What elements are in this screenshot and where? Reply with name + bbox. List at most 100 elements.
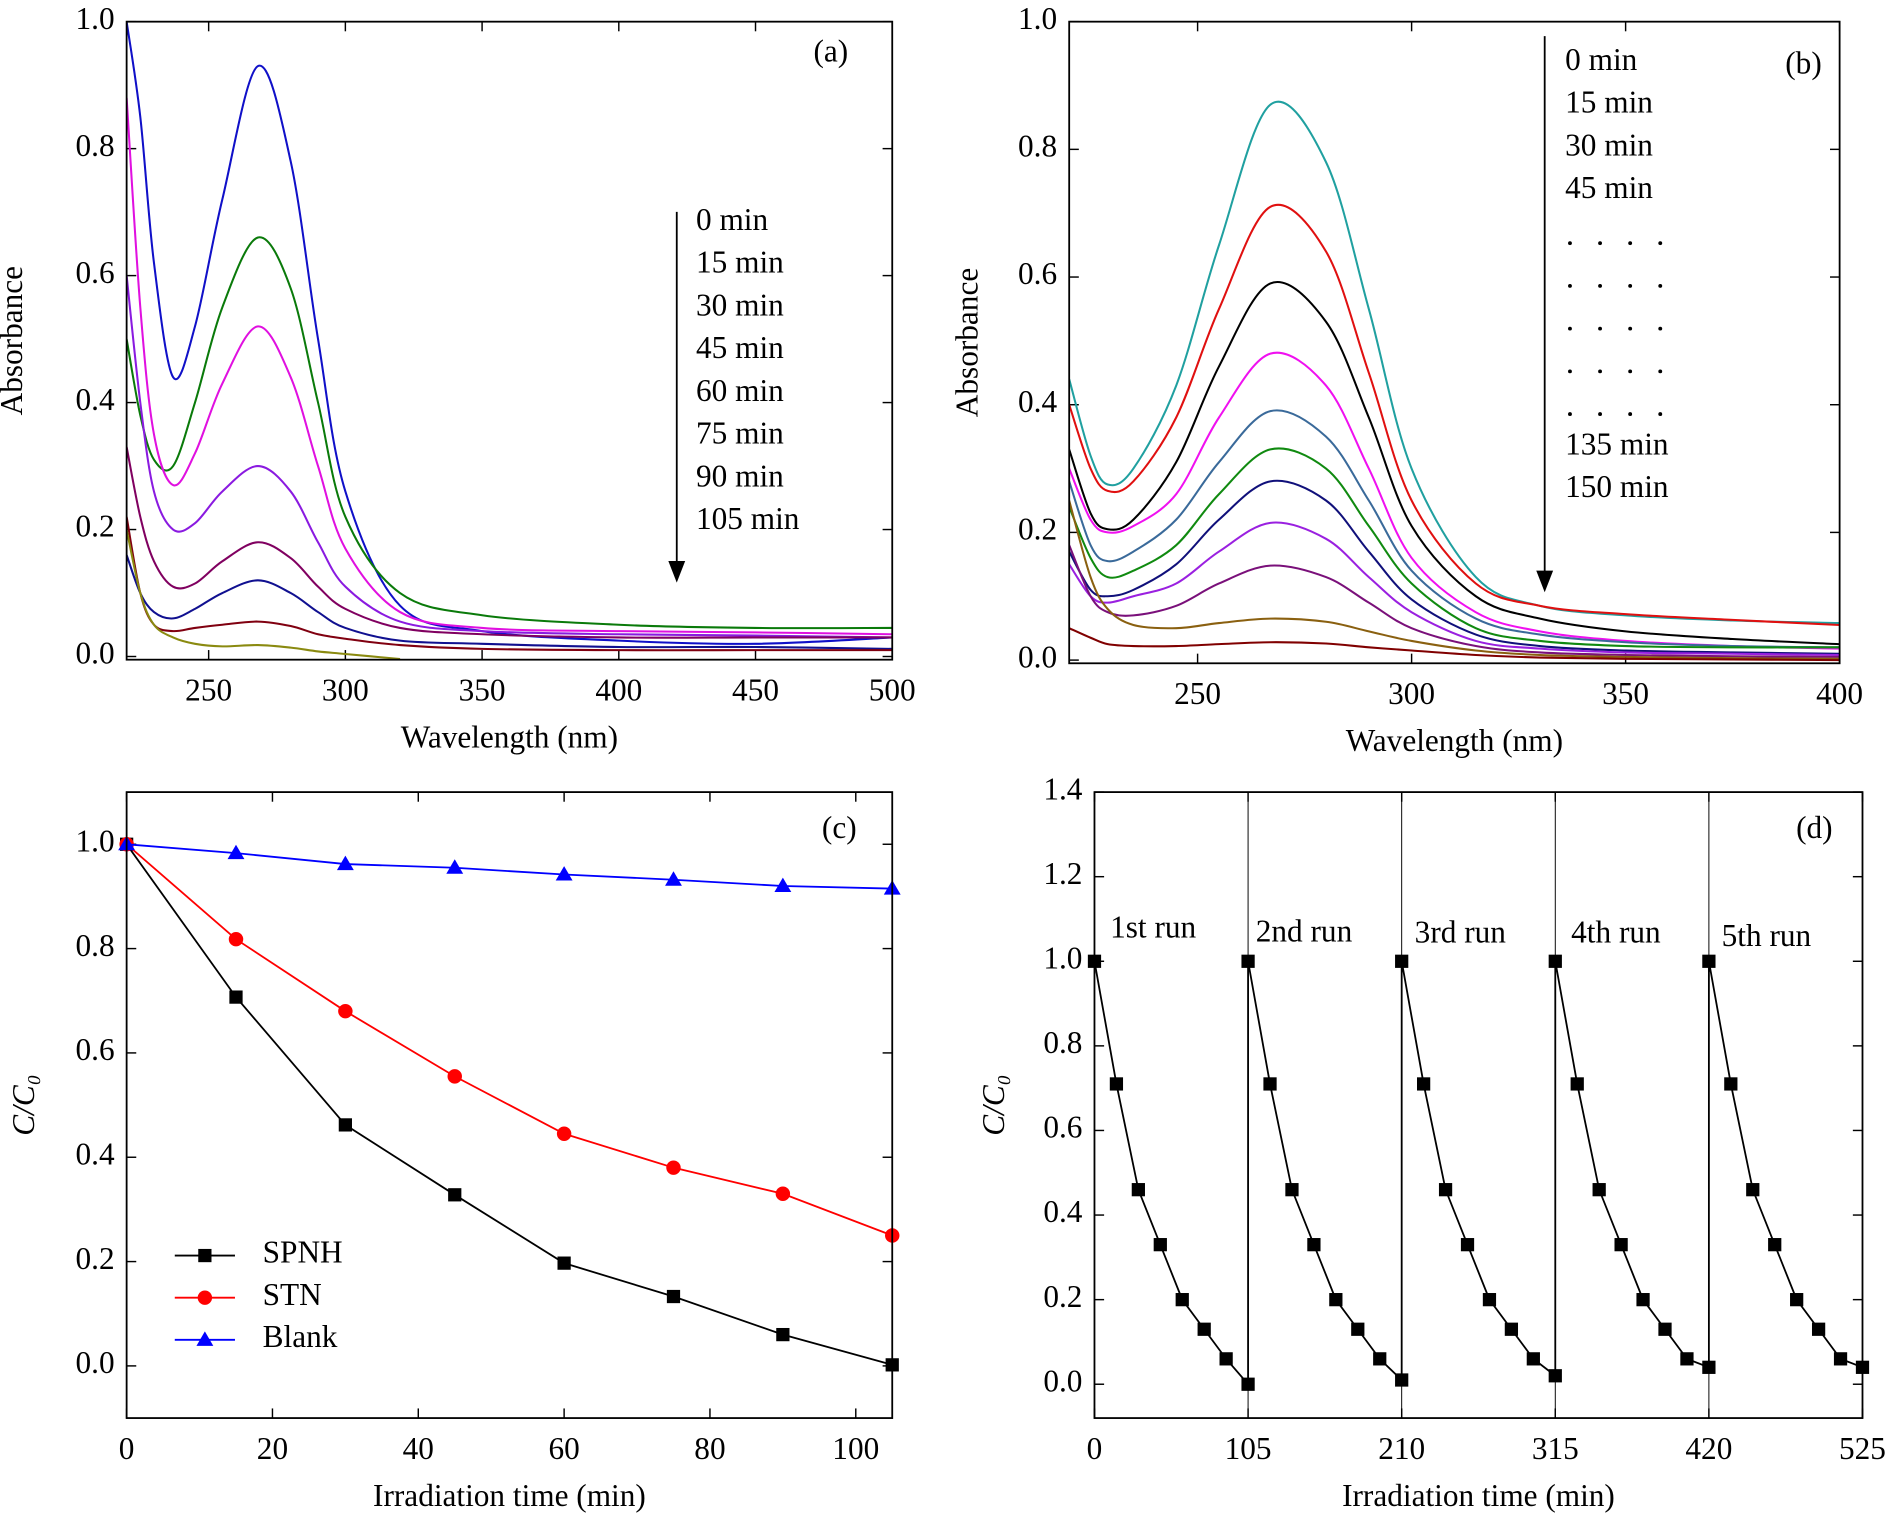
annotation: 1st run: [1110, 910, 1196, 945]
marker: [1153, 1238, 1167, 1252]
plot-frame: [125, 791, 894, 1419]
marker: [1680, 1352, 1694, 1366]
marker: [338, 1118, 352, 1132]
y-tick-label: 1.0: [1018, 1, 1057, 36]
legend-arrow-head: [668, 560, 686, 583]
series-line: [1069, 100, 1840, 625]
legend-label: 75 min: [696, 416, 784, 451]
x-tick-label: 300: [1388, 676, 1435, 711]
marker: [1351, 1322, 1365, 1336]
marker: [1395, 1373, 1409, 1387]
series-line: [1069, 479, 1840, 655]
series-line: [126, 529, 401, 660]
marker: [1175, 1293, 1189, 1307]
marker: [666, 1160, 681, 1175]
panel-label: (c): [822, 810, 857, 845]
legend-dot: [1628, 369, 1633, 374]
x-tick-label: 100: [832, 1431, 879, 1466]
legend-dot: [1658, 326, 1663, 331]
legend-label: 60 min: [696, 373, 784, 408]
series-line: [126, 843, 893, 890]
y-axis-label: C/C₀: [6, 1074, 41, 1135]
x-axis-label: Irradiation time (min): [1342, 1478, 1615, 1513]
marker: [197, 1290, 213, 1305]
marker: [1702, 954, 1716, 968]
series-line: [126, 275, 893, 639]
marker: [1263, 1077, 1277, 1091]
legend-dot: [1628, 412, 1633, 417]
marker: [1790, 1293, 1804, 1307]
series-line: [126, 516, 893, 652]
legend-arrow-head: [1536, 570, 1554, 593]
marker: [1811, 1322, 1826, 1336]
legend-label: 30 min: [1565, 127, 1653, 162]
legend-label: 45 min: [1565, 170, 1653, 205]
panel-label: (b): [1785, 45, 1821, 80]
legend-label: 150 min: [1565, 469, 1669, 504]
marker: [1570, 1077, 1584, 1091]
x-axis-label: Wavelength (nm): [401, 720, 618, 755]
x-tick-label: 20: [257, 1431, 288, 1466]
marker: [1438, 1183, 1453, 1197]
x-axis-label: Irradiation time (min): [373, 1478, 646, 1513]
legend-label: 30 min: [696, 287, 784, 322]
panel-label: (d): [1796, 810, 1832, 845]
y-tick-label: 0.8: [1043, 1025, 1082, 1060]
legend-dot: [1598, 326, 1602, 331]
y-tick-label: 0.4: [1018, 384, 1057, 419]
x-tick-label: 40: [403, 1431, 434, 1466]
series-line: [126, 446, 893, 639]
series-line: [1069, 521, 1840, 657]
marker: [555, 866, 573, 881]
y-tick-label: 0.2: [1043, 1279, 1082, 1314]
legend-label: 0 min: [1565, 42, 1637, 77]
marker: [774, 877, 792, 893]
y-tick-label: 0.6: [75, 255, 114, 290]
marker: [1329, 1293, 1343, 1307]
y-tick-label: 0.2: [1018, 512, 1057, 547]
y-tick-label: 0.6: [1018, 256, 1057, 291]
x-tick-label: 250: [1174, 676, 1221, 711]
series-line: [126, 236, 893, 630]
marker: [448, 1188, 462, 1202]
legend-label: 45 min: [696, 330, 784, 365]
x-tick-label: 420: [1685, 1431, 1732, 1466]
marker: [196, 1331, 214, 1346]
panel: 0.0 0.2 0.4 0.6 0.8 1.0 1.2 1.4 0 105 210 315 420 525…: [976, 771, 1886, 1513]
marker: [1460, 1238, 1475, 1252]
y-tick-label: 0.8: [1018, 129, 1057, 164]
marker: [1482, 1293, 1497, 1307]
annotation: 3rd run: [1415, 915, 1507, 950]
marker: [1109, 1077, 1124, 1091]
legend-dot: [1598, 412, 1602, 417]
x-tick-label: 300: [322, 673, 369, 708]
legend-label: 15 min: [1565, 85, 1653, 120]
annotation: 4th run: [1571, 915, 1661, 950]
marker: [557, 1256, 571, 1270]
legend-label: Blank: [263, 1319, 338, 1354]
y-tick-label: 1.4: [1043, 771, 1082, 806]
marker: [1592, 1183, 1606, 1197]
marker: [1526, 1352, 1540, 1366]
series-line: [126, 21, 893, 645]
marker: [1504, 1322, 1519, 1336]
plot-frame: [1093, 791, 1864, 1419]
y-axis-label: Absorbance: [950, 268, 985, 417]
x-tick-label: 525: [1839, 1431, 1886, 1466]
plot-frame: [125, 20, 894, 661]
legend-dot: [1568, 326, 1572, 331]
panel-label: (a): [813, 33, 848, 68]
x-axis-label: Wavelength (nm): [1346, 723, 1563, 758]
marker: [1658, 1322, 1672, 1336]
marker: [1285, 1183, 1299, 1197]
marker: [198, 1248, 212, 1263]
legend-dot: [1628, 283, 1633, 288]
legend-dot: [1598, 369, 1602, 374]
marker: [1548, 1369, 1562, 1383]
x-tick-label: 315: [1532, 1431, 1579, 1466]
y-tick-label: 0.4: [75, 1136, 114, 1171]
marker: [1746, 1183, 1760, 1197]
x-tick-label: 60: [548, 1431, 579, 1466]
marker: [1768, 1238, 1782, 1252]
legend-dot: [1598, 241, 1602, 246]
